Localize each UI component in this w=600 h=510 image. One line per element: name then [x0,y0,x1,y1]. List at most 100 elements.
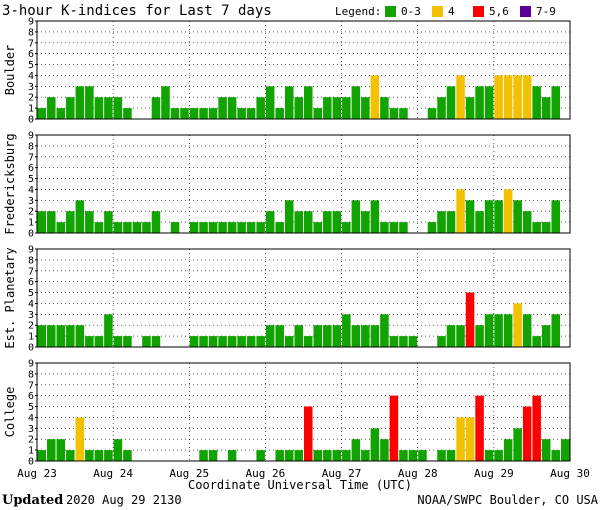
x-tick-label: Aug 25 [169,467,209,480]
bar [94,450,104,461]
y-tick-label: 3 [28,82,34,93]
bar [123,108,132,119]
bar [323,325,332,347]
panel-frame [36,362,571,462]
x-tick-label: Aug 23 [17,467,57,480]
bar [437,97,446,119]
panel-frame [36,20,571,120]
bar [113,439,123,461]
bar [484,450,494,461]
bar [227,97,237,119]
bar [313,325,323,347]
bar [66,450,75,461]
bar [304,406,313,461]
bar [323,450,332,461]
bar [47,97,56,119]
panel-label: Boulder [3,45,17,96]
bar [256,450,265,461]
bar [123,450,132,461]
bar [246,108,256,119]
bar [56,108,66,119]
y-tick-label: 5 [28,402,34,413]
bar [465,417,475,461]
y-tick-label: 5 [28,288,34,299]
bar [208,108,218,119]
bar [218,97,227,119]
y-tick-label: 8 [28,255,34,266]
bar [541,439,551,461]
y-tick-label: 7 [28,266,34,277]
bar [304,211,313,233]
bar [380,97,389,119]
bar [37,450,47,461]
bar [532,395,541,461]
bar [104,97,113,119]
bar [551,200,560,233]
bar [494,314,503,347]
x-axis-label: Coordinate Universal Time (UTC) [188,478,412,492]
legend-swatch-1 [432,6,443,17]
y-tick-label: 2 [28,435,34,446]
bar [380,314,389,347]
bar [522,211,532,233]
bar [513,428,522,461]
bar [294,325,303,347]
bar [37,108,47,119]
bar [189,336,199,347]
bar [237,108,246,119]
bar [56,222,66,233]
bar [265,86,275,119]
bar [170,222,180,233]
bar [389,395,399,461]
bar [284,450,294,461]
bar [361,211,370,233]
y-tick-label: 9 [28,17,34,28]
bar [437,211,446,233]
bar [503,189,513,233]
bar [342,97,351,119]
bar [494,200,503,233]
panel-frame [36,134,571,234]
legend-item-label-0: 0-3 [401,5,421,18]
bar [351,439,361,461]
y-tick-label: 5 [28,174,34,185]
panel-label: College [3,387,17,438]
bar [275,325,284,347]
bar [351,200,361,233]
bar [465,97,475,119]
footer-source: NOAA/SWPC Boulder, CO USA [417,493,598,507]
bar [151,97,161,119]
bar [551,314,560,347]
bar [380,439,389,461]
bar [408,336,418,347]
bar [342,222,351,233]
bar [151,211,161,233]
bar [85,86,94,119]
bar [370,325,380,347]
bar [85,211,94,233]
bar [246,222,256,233]
bar [503,75,513,119]
bar [418,450,427,461]
bar [332,450,342,461]
bar [218,336,227,347]
x-tick-label: Aug 24 [93,467,133,480]
bar [560,439,570,461]
bar [142,222,151,233]
footer-updated-value: 2020 Aug 29 2130 [66,493,182,507]
bar [94,97,104,119]
legend-swatch-3 [520,6,531,17]
bar [199,336,208,347]
y-tick-label: 7 [28,152,34,163]
bar [370,428,380,461]
bar [389,336,399,347]
y-tick-label: 0 [28,457,34,468]
bar [275,222,284,233]
legend-swatch-0 [385,6,396,17]
bar [351,325,361,347]
bar [494,75,503,119]
bar [113,97,123,119]
